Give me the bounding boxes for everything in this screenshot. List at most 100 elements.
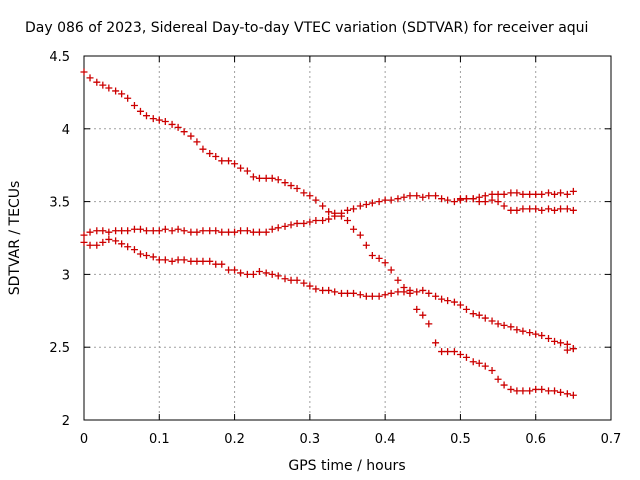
data-point-series-a	[262, 174, 270, 182]
data-point-series-a	[325, 208, 333, 216]
data-point-series-d	[481, 198, 489, 206]
data-point-series-c	[99, 238, 107, 246]
data-point-series-a	[356, 231, 364, 239]
data-point-series-c	[488, 317, 496, 325]
data-point-series-e	[563, 346, 571, 354]
data-point-series-a	[312, 196, 320, 204]
data-point-series-a	[124, 94, 132, 102]
data-point-series-c	[350, 289, 358, 297]
data-point-series-c	[425, 289, 433, 297]
data-point-series-d	[569, 206, 577, 214]
data-point-series-b	[444, 196, 452, 204]
data-point-series-c	[413, 288, 421, 296]
data-point-series-b	[255, 228, 263, 236]
chart-title: Day 086 of 2023, Sidereal Day-to-day VTE…	[25, 20, 588, 36]
data-point-series-a	[456, 350, 464, 358]
data-point-series-b	[161, 225, 169, 233]
data-point-series-c	[124, 243, 132, 251]
data-point-series-c	[400, 288, 408, 296]
data-point-series-a	[469, 358, 477, 366]
data-point-series-c	[293, 276, 301, 284]
data-point-series-a	[249, 173, 257, 181]
data-point-series-c	[136, 250, 144, 258]
data-point-series-d	[526, 205, 534, 213]
data-point-series-c	[306, 282, 314, 290]
data-point-series-a	[118, 90, 126, 98]
x-axis-ticks: 0 0.1 0.2 0.3 0.4 0.5 0.6 0.7	[80, 56, 621, 447]
data-point-series-a	[306, 192, 314, 200]
plot-frame	[83, 55, 612, 421]
data-point-series-b	[438, 195, 446, 203]
data-point-series-c	[419, 286, 427, 294]
data-point-series-d	[545, 205, 553, 213]
data-point-series-a	[168, 120, 176, 128]
data-point-series-c	[325, 286, 333, 294]
data-point-series-a	[180, 128, 188, 136]
data-point-series-b	[193, 228, 201, 236]
y-tick-label: 2	[62, 414, 70, 429]
data-point-series-b	[231, 228, 239, 236]
data-point-series-a	[93, 78, 101, 86]
data-point-series-c	[86, 241, 94, 249]
data-point-series-b	[519, 190, 527, 198]
data-point-series-a	[319, 202, 327, 210]
data-point-series-a	[444, 348, 452, 356]
data-point-series-b	[262, 228, 270, 236]
data-point-series-b	[551, 190, 559, 198]
y-tick-label: 2.5	[49, 341, 70, 356]
data-point-series-d	[507, 206, 515, 214]
data-point-series-b	[149, 227, 157, 235]
data-point-series-a	[438, 348, 446, 356]
data-point-series-a	[281, 179, 289, 187]
data-point-series-b	[187, 228, 195, 236]
data-point-series-b	[136, 225, 144, 233]
data-point-series-c	[142, 251, 150, 259]
data-point-series-b	[99, 227, 107, 235]
data-point-series-a	[450, 348, 458, 356]
data-point-series-a	[551, 387, 559, 395]
data-point-series-b	[507, 189, 515, 197]
data-point-series-c	[362, 292, 370, 300]
data-point-series-b	[180, 227, 188, 235]
data-point-series-b	[387, 196, 395, 204]
data-point-series-c	[212, 260, 220, 268]
y-tick-label: 3	[62, 268, 70, 283]
data-point-series-a	[532, 385, 540, 393]
data-point-series-c	[432, 292, 440, 300]
data-point-series-a	[432, 339, 440, 347]
x-tick-label: 0.5	[450, 432, 471, 447]
data-point-series-a	[193, 138, 201, 146]
data-point-series-a	[225, 157, 233, 165]
data-point-series-c	[475, 311, 483, 319]
data-point-series-a	[187, 132, 195, 140]
data-point-series-d	[513, 206, 521, 214]
data-point-series-a	[80, 68, 88, 76]
data-point-series-c	[337, 289, 345, 297]
data-point-series-d	[500, 202, 508, 210]
y-tick-label: 3.5	[49, 196, 70, 211]
y-axis-ticks: 2 2.5 3 3.5 4 4.5	[49, 50, 611, 429]
data-point-series-b	[450, 198, 458, 206]
x-tick-label: 0.1	[149, 432, 170, 447]
data-point-series-b	[124, 227, 132, 235]
data-point-series-a	[243, 167, 251, 175]
data-point-series-b	[344, 206, 351, 214]
data-point-series-c	[368, 292, 376, 300]
data-point-series-b	[218, 228, 226, 236]
data-point-series-a	[394, 276, 402, 284]
data-point-series-a	[287, 182, 295, 190]
data-point-series-b	[319, 217, 327, 225]
data-point-series-b	[545, 189, 553, 197]
data-point-series-b	[168, 227, 176, 235]
data-point-series-c	[243, 270, 251, 278]
data-point-series-b	[80, 231, 88, 239]
data-point-series-a	[481, 362, 489, 370]
data-point-series-a	[293, 184, 301, 192]
data-point-series-a	[569, 391, 577, 399]
data-point-series-c	[456, 301, 464, 309]
data-point-series-b	[118, 227, 126, 235]
data-point-series-a	[368, 251, 376, 259]
data-point-series-a	[161, 118, 169, 126]
data-point-series-a	[112, 87, 120, 95]
